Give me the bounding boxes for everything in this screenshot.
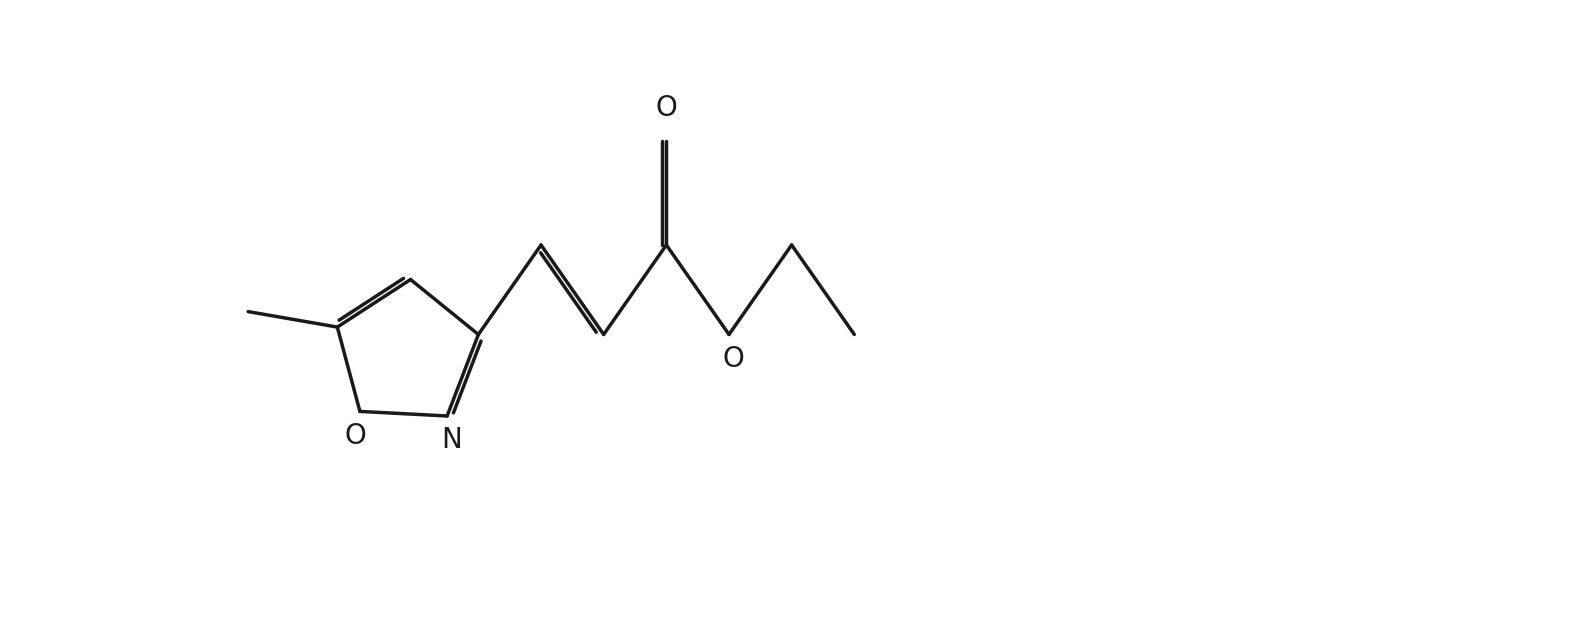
Text: O: O: [655, 94, 678, 122]
Text: N: N: [441, 427, 461, 454]
Text: O: O: [722, 345, 745, 373]
Text: O: O: [345, 422, 366, 450]
